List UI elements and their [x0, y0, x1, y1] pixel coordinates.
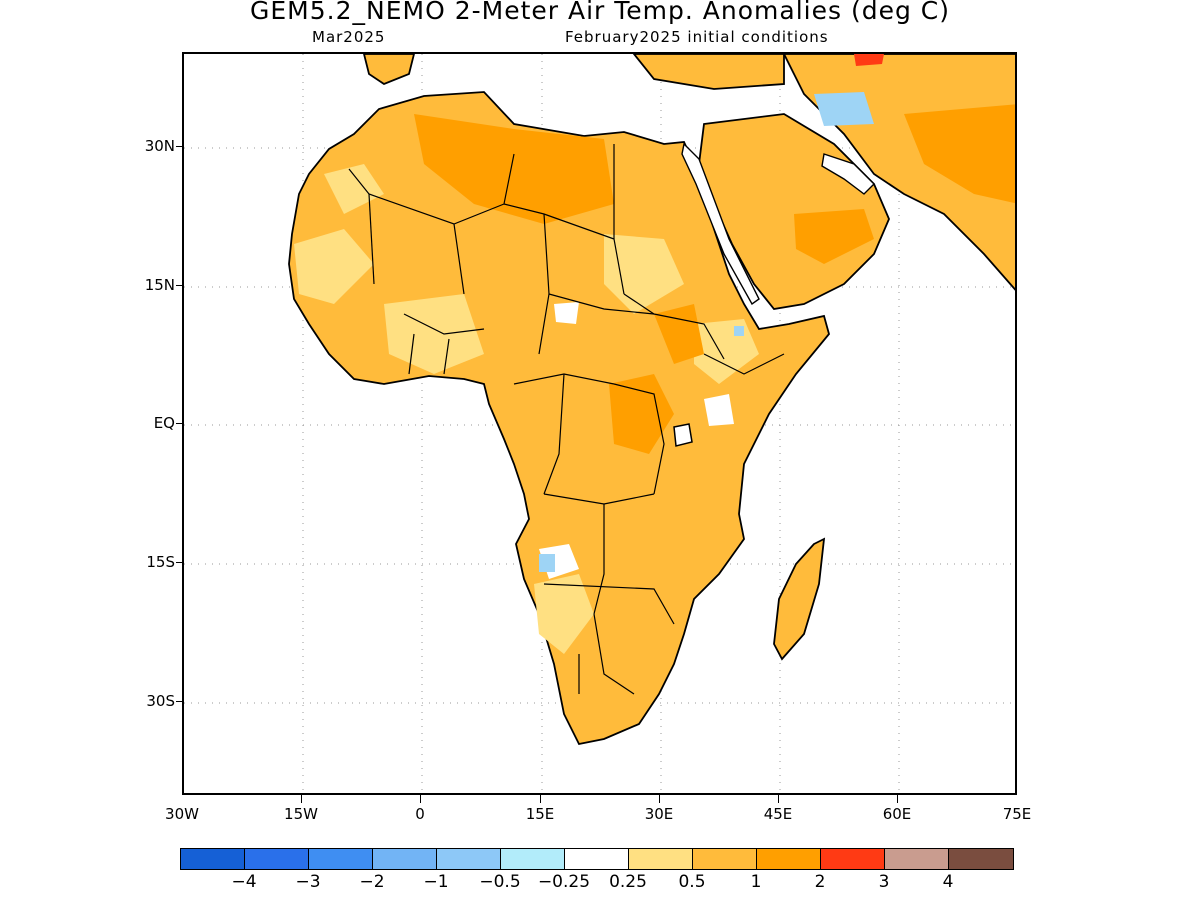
lon-tick [540, 795, 541, 803]
colorbar [180, 848, 1014, 870]
cool-spots [539, 326, 744, 572]
southern-europe [363, 54, 415, 86]
colorbar-swatch [501, 849, 565, 869]
lat-label-eq: EQ [153, 414, 175, 432]
cool-zone-north [814, 92, 874, 126]
initial-conditions-label: February2025 initial conditions [565, 28, 829, 46]
colorbar-swatch [821, 849, 885, 869]
lat-tick [176, 146, 184, 147]
africa-map-svg [184, 54, 1015, 793]
colorbar-label: 3 [878, 872, 890, 892]
lon-tick [659, 795, 660, 803]
neutral-spots [539, 302, 734, 579]
colorbar-label: −4 [231, 872, 257, 892]
colorbar-swatch [181, 849, 245, 869]
madagascar [773, 537, 826, 661]
lat-tick [176, 423, 184, 424]
hot-spot-north [854, 54, 884, 66]
lat-label-15s: 15S [146, 553, 175, 571]
persian-gulf [821, 153, 875, 195]
lon-tick [778, 795, 779, 803]
lon-label-30e: 30E [644, 805, 674, 823]
lon-label-75e: 75E [1002, 805, 1032, 823]
chart-title: GEM5.2_NEMO 2-Meter Air Temp. Anomalies … [250, 0, 950, 25]
colorbar-swatch [885, 849, 949, 869]
colorbar-label: 1 [750, 872, 762, 892]
colorbar-swatch [373, 849, 437, 869]
colorbar-swatch [437, 849, 501, 869]
red-sea [681, 142, 760, 306]
colorbar-label: −3 [295, 872, 321, 892]
lon-tick [301, 795, 302, 803]
colorbar-label: 4 [942, 872, 954, 892]
colorbar-swatch [565, 849, 629, 869]
lon-label-0: 0 [415, 805, 425, 823]
arabia-strong-patch [794, 209, 874, 264]
strong-anomaly-patches [414, 114, 704, 454]
colorbar-label: −2 [359, 872, 385, 892]
lat-label-30s: 30S [146, 692, 175, 710]
lon-label-60e: 60E [882, 805, 912, 823]
lat-label-30n: 30N [144, 137, 175, 155]
lon-label-15w: 15W [284, 805, 318, 823]
colorbar-label: −0.5 [479, 872, 521, 892]
lat-tick [176, 701, 184, 702]
colorbar-label: 0.25 [609, 872, 647, 892]
colorbar-label: 2 [814, 872, 826, 892]
colorbar-label: −0.25 [537, 872, 591, 892]
lon-label-30w: 30W [165, 805, 199, 823]
colorbar-label: 0.5 [678, 872, 706, 892]
colorbar-swatch [949, 849, 1013, 869]
colorbar-swatch [757, 849, 821, 869]
lat-tick [176, 562, 184, 563]
anomaly-map [182, 52, 1017, 795]
forecast-month: Mar2025 [312, 28, 386, 46]
country-borders [348, 144, 785, 695]
lat-tick [176, 285, 184, 286]
colorbar-swatch [245, 849, 309, 869]
lon-label-45e: 45E [763, 805, 793, 823]
lake-victoria [673, 423, 693, 447]
colorbar-label: −1 [423, 872, 449, 892]
lon-tick [897, 795, 898, 803]
colorbar-swatch [629, 849, 693, 869]
lon-label-15e: 15E [525, 805, 555, 823]
colorbar-swatch [693, 849, 757, 869]
iran-strong-patch [904, 104, 1015, 204]
lat-label-15n: 15N [144, 276, 175, 294]
colorbar-swatch [309, 849, 373, 869]
turkey-region [632, 54, 785, 90]
lon-tick [420, 795, 421, 803]
